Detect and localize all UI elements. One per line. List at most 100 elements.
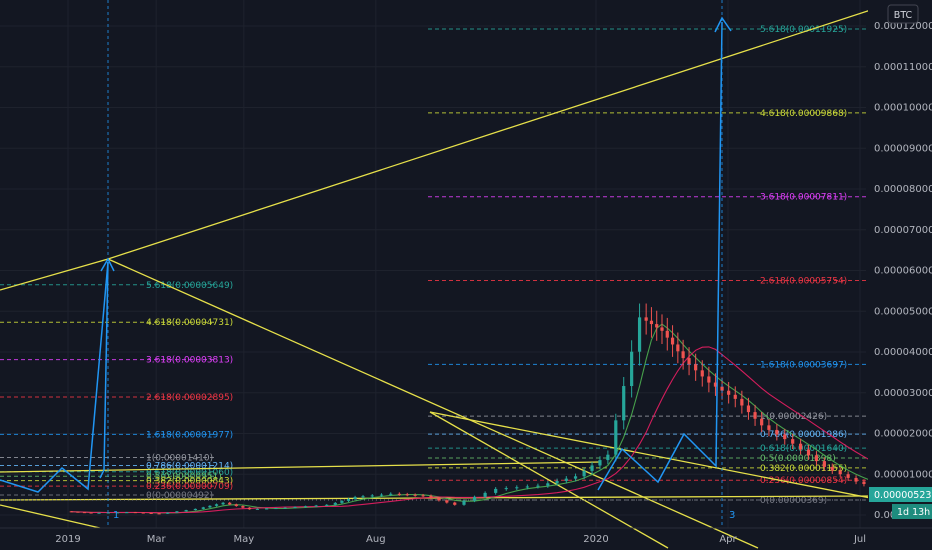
candle-body: [622, 386, 626, 421]
candle-body: [228, 502, 232, 505]
candle-body: [670, 337, 675, 345]
fib-level-label: 2.618(0.00002895): [146, 393, 233, 403]
candle-body: [582, 470, 586, 477]
price-axis-bg: [868, 0, 932, 528]
fib-level-label: 3.618(0.00003813): [146, 356, 233, 366]
fib-level-label: 1(0.00002426): [760, 412, 827, 422]
price-tick-label: 0.00007000: [874, 225, 932, 236]
candle-body: [429, 495, 433, 499]
fib-level-label: 0.382(0.00000843): [146, 477, 233, 487]
candle-body: [361, 496, 365, 498]
trendline[interactable]: [107, 258, 759, 549]
candle-body: [453, 502, 457, 505]
candle-body: [564, 478, 568, 481]
wave-label: 1: [113, 510, 119, 521]
fib-level-label: 2.618(0.00005754): [760, 277, 847, 287]
candle-body: [637, 317, 642, 352]
fib-level-label: 0.236(0.00000709): [146, 482, 233, 492]
candle-body: [536, 485, 540, 487]
candle-body: [814, 455, 819, 462]
price-tick-label: 0.00009000: [874, 143, 932, 154]
candle-body: [830, 466, 834, 471]
candle-body: [504, 488, 508, 490]
candle-body: [89, 512, 93, 514]
fib-level-label: 4.618(0.00009868): [760, 109, 847, 119]
trendline[interactable]: [0, 495, 871, 501]
candle-body: [546, 483, 550, 486]
candle-body: [665, 330, 669, 338]
moving-averages: [71, 323, 932, 514]
time-axis[interactable]: 2019MarMayAug2020AprJulOct2021AprJulOct2…: [0, 527, 932, 545]
candle-body: [413, 494, 417, 496]
candle-body: [590, 465, 594, 471]
candle-body: [515, 487, 519, 489]
fib-level-label: 0.618(0.00001640): [760, 444, 847, 454]
wave-history[interactable]: [0, 261, 109, 493]
candle-body: [397, 493, 401, 495]
candle-body: [141, 512, 145, 514]
candle-body: [353, 497, 357, 500]
candle-body: [676, 344, 680, 352]
price-tick-label: 0.00001000: [874, 469, 932, 480]
price-tick-label: 0.00003000: [874, 388, 932, 399]
last-price-value: 0.00000523: [874, 490, 931, 501]
candle-body: [314, 505, 318, 507]
fib-level-label: 0.5(0.00001398): [760, 454, 836, 464]
candle-body: [247, 507, 252, 510]
candle-body: [184, 510, 188, 512]
candle-body: [370, 495, 374, 497]
candle-body: [241, 506, 245, 508]
candle-body: [644, 317, 648, 321]
candle-body: [753, 412, 757, 419]
price-tick-label: 0.00002000: [874, 429, 932, 440]
candle-body: [201, 507, 205, 509]
candle-body: [791, 439, 795, 444]
candle-body: [379, 494, 384, 496]
candle-body: [157, 513, 161, 515]
trendline[interactable]: [0, 258, 109, 291]
candle-body: [175, 511, 179, 513]
candle-body: [221, 502, 225, 505]
candle-body: [437, 498, 441, 501]
trendline[interactable]: [429, 411, 669, 549]
price-axis[interactable]: 0.00012000 0.00011000 0.00010000 0.00009000…: [868, 0, 932, 528]
projection-path[interactable]: [0, 0, 732, 528]
fib-level-label: 1(0.00001410): [146, 454, 213, 464]
trendline[interactable]: [0, 461, 601, 473]
candle-body: [854, 477, 858, 482]
ma-slow: [71, 346, 932, 514]
wave-impulse[interactable]: [99, 261, 109, 479]
price-tick-label: 0.00004000: [874, 347, 932, 358]
candle-body: [720, 386, 724, 391]
trendline[interactable]: [429, 411, 932, 511]
currency-badge[interactable]: BTC: [887, 4, 919, 24]
projected-wave[interactable]: [597, 21, 723, 491]
candle-body: [421, 495, 425, 497]
candle-body: [494, 488, 498, 493]
time-tick-label: Apr: [719, 534, 737, 545]
candlesticks: [69, 303, 929, 515]
candle-body: [783, 434, 787, 440]
candle-body: [707, 376, 711, 383]
candle-body: [234, 504, 238, 507]
candle-body: [274, 508, 278, 510]
fib-level-label: 0.382(0.00001155): [760, 464, 847, 474]
fib-level-label: 1.618(0.00003697): [760, 360, 847, 370]
candle-body: [304, 506, 308, 508]
trendline[interactable]: [0, 504, 101, 529]
candle-body: [733, 394, 737, 399]
candle-body: [389, 493, 393, 495]
candle-body: [614, 420, 618, 455]
candle-body: [606, 454, 610, 461]
candle-body: [97, 512, 101, 514]
candle-body: [214, 504, 219, 506]
candle-body: [775, 429, 779, 435]
fib-level-label: 5.618(0.00005649): [146, 281, 233, 291]
fib-level-label: 0.618(0.00001060): [146, 468, 233, 478]
fib-level-label: 0(0.00000369): [760, 496, 827, 506]
candle-body: [149, 512, 153, 514]
trendline[interactable]: [107, 0, 932, 260]
